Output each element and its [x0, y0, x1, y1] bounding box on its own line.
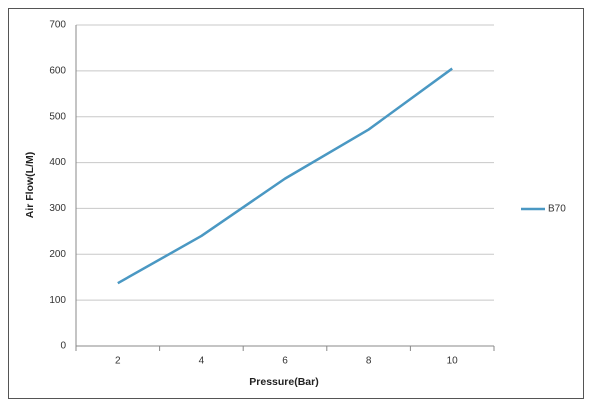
data-line	[117, 67, 453, 285]
x-tick-label: 4	[199, 356, 205, 367]
x-tick-label: 6	[282, 356, 288, 367]
y-tick-label: 0	[60, 341, 66, 352]
y-tick-label: 600	[49, 65, 66, 76]
y-tick-label: 400	[49, 157, 66, 168]
y-tick-label: 500	[49, 111, 66, 122]
legend-label: B70	[548, 204, 566, 215]
y-axis-title: Air Flow(L/M)	[24, 152, 36, 219]
y-tick-label: 700	[49, 20, 66, 31]
y-tick-label: 100	[49, 295, 66, 306]
x-tick-label: 10	[447, 356, 459, 367]
x-tick-label: 2	[115, 356, 121, 367]
chart-border	[8, 8, 584, 399]
y-tick-label: 200	[49, 249, 66, 260]
x-tick-label: 8	[366, 356, 372, 367]
y-tick-label: 300	[49, 203, 66, 214]
x-axis-title: Pressure(Bar)	[249, 376, 318, 388]
